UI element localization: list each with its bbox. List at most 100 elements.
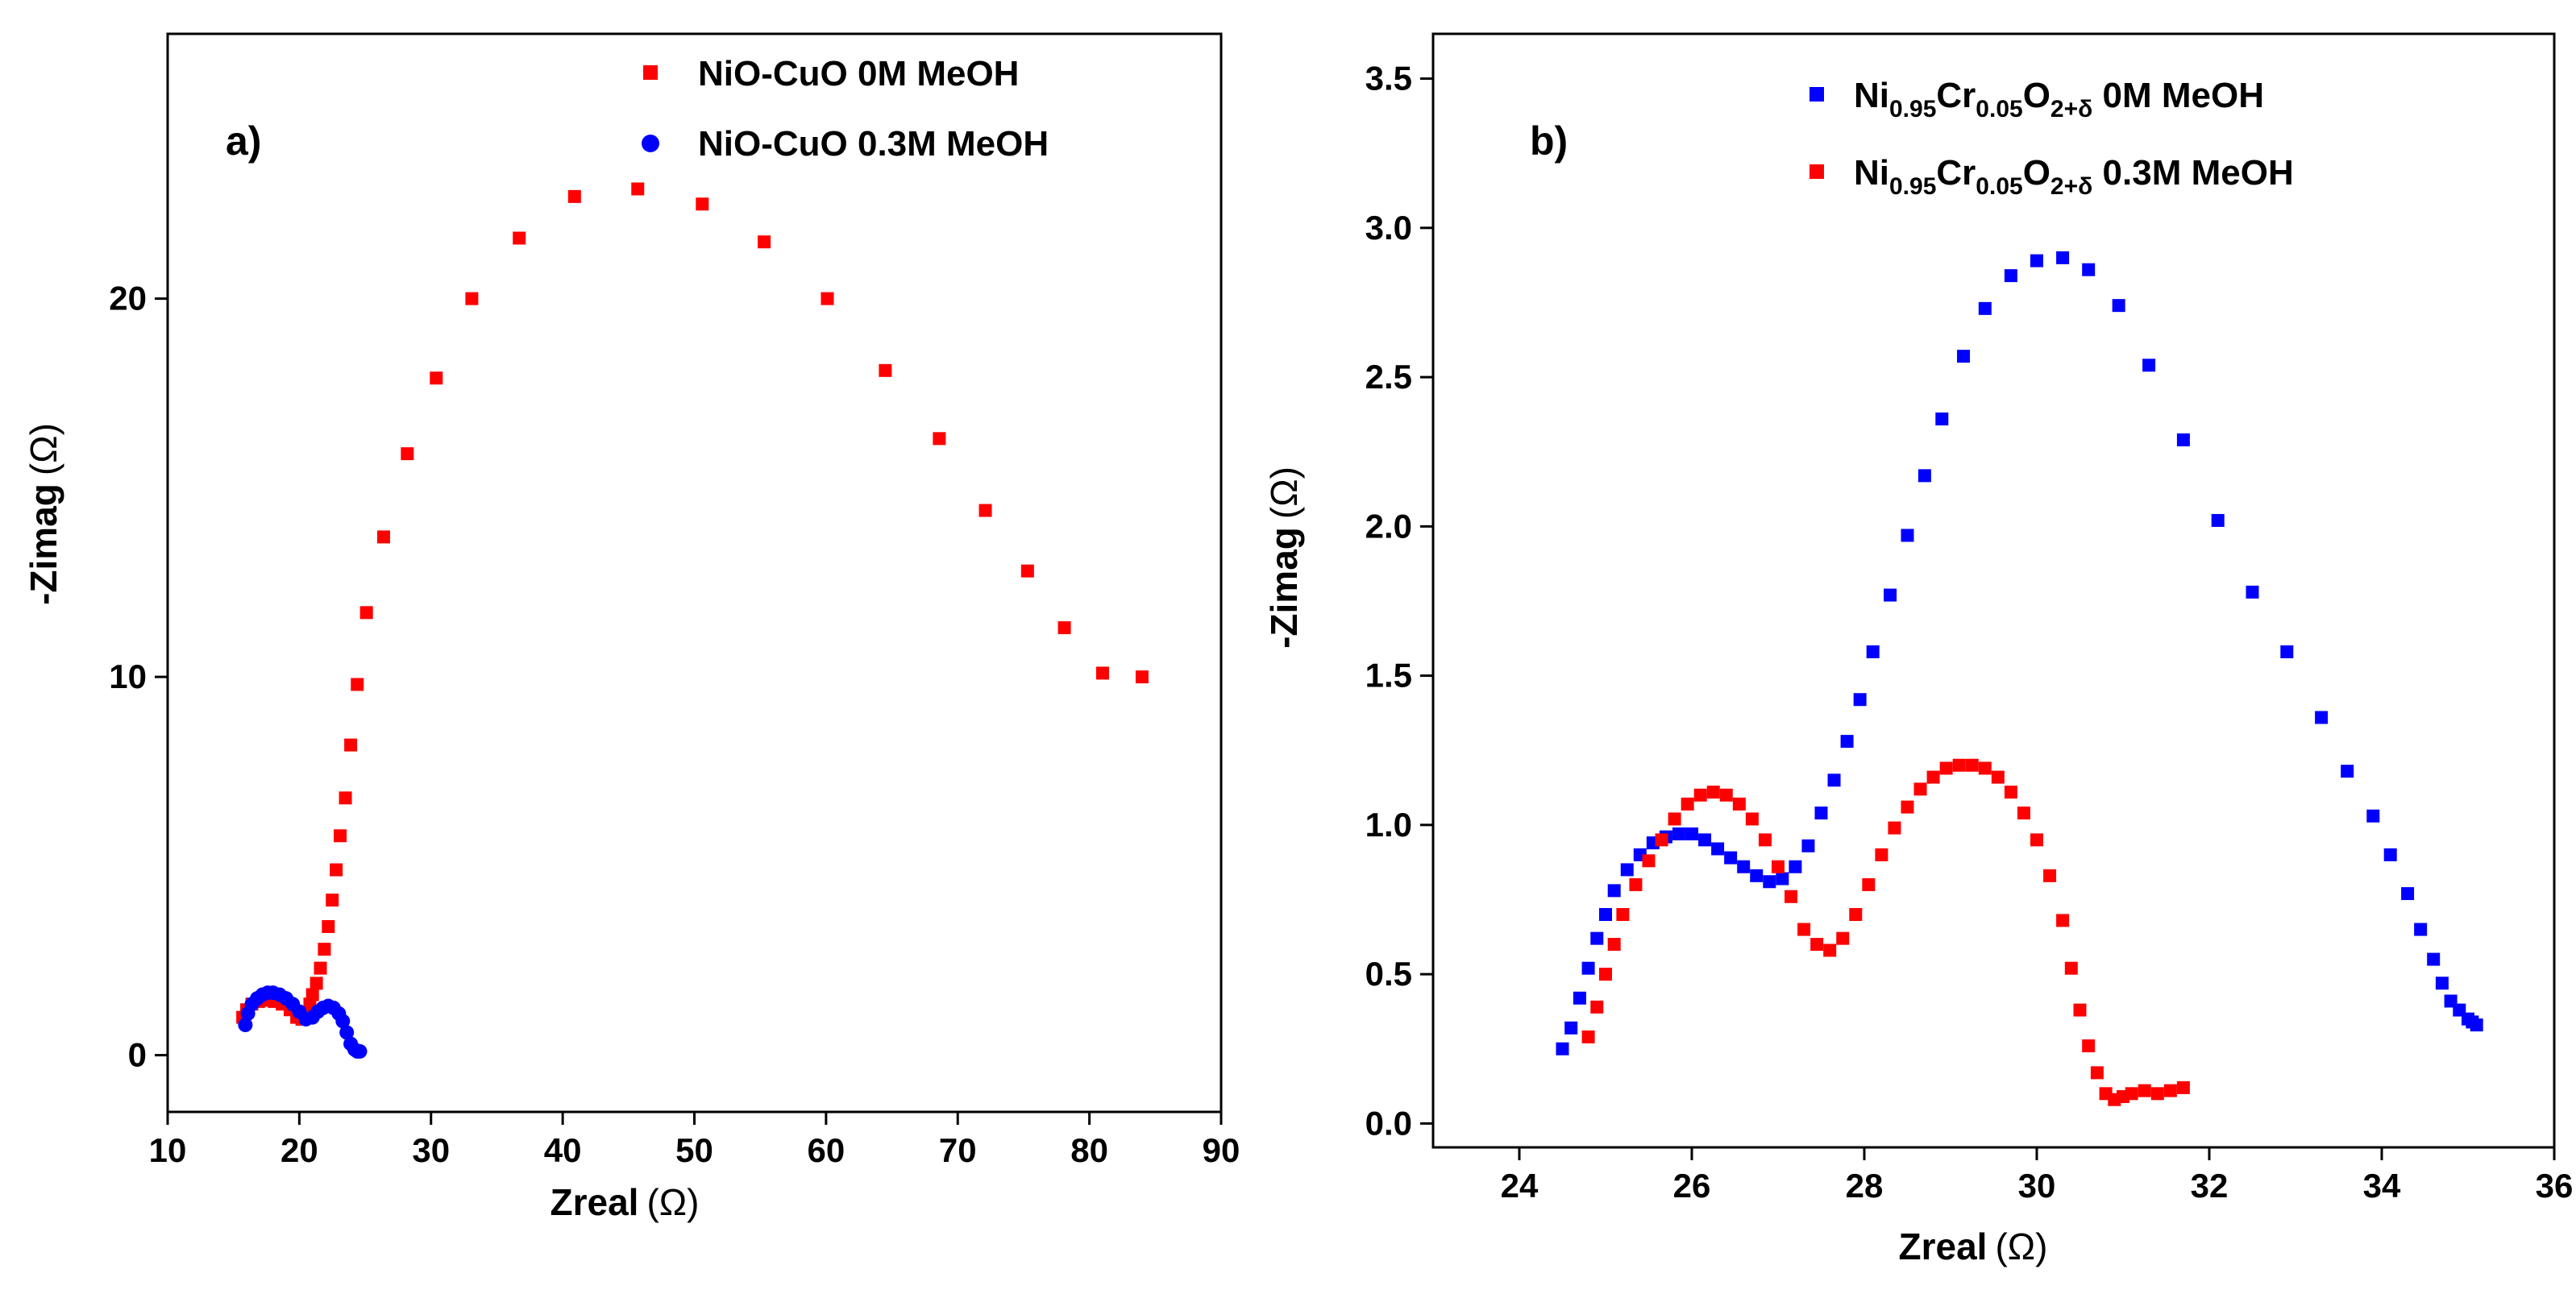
panel-b-x-tick-label: 24 [1501,1167,1539,1205]
panel-b-marks [1556,251,2483,1106]
panel-b-series-1-point [1939,761,1953,775]
panel-a-series-0-point [696,197,709,211]
panel-b-series-1-point [2138,1084,2151,1097]
legend-b0-part-2: Cr [1936,76,1976,115]
panel-b-series-1-point [2056,914,2070,927]
panel-a-series-0-point [310,977,323,990]
legend-b0-part-6: 0M MeOH [2092,76,2264,115]
panel-b-x-tick-label: 32 [2191,1167,2229,1205]
panel-b-series-1-point [1616,908,1630,922]
panel-b-series-1-point [1913,782,1927,796]
panel-b-series-0-point [2030,254,2043,268]
legend-b0-part-4: O [2023,76,2050,115]
panel-b-series-0-point [1607,884,1621,898]
panel-b-series-0-point [1564,1021,1578,1035]
panel-b-x-tick-label: 34 [2363,1167,2401,1205]
panel-a-series-0-point [322,919,335,933]
panel-b-series-0-point [1724,851,1738,865]
panel-a-label: a) [226,118,261,164]
panel-b-series-0-point [1599,908,1612,922]
panel-b-series-0-point [2280,645,2294,658]
panel-b-series-1-point [1952,758,1966,772]
panel-b-series-1-point [1719,788,1733,802]
panel-b-xlabel: Zreal [1899,1226,1988,1267]
panel-a-series-0-point [1020,564,1034,578]
panel-b-y-unit: (Ω) [1263,467,1305,519]
panel-b-series-1-point [1681,797,1694,811]
panel-b-series-1-point [1590,1000,1604,1014]
panel-b-series-1-point [1823,944,1837,957]
panel-b-y-tick-label: 0.5 [1365,955,1412,993]
legend-b1-part-6: 0.3M MeOH [2092,153,2293,193]
panel-a-series-0-point [1135,670,1149,684]
panel-a-series-0-point [1057,621,1071,635]
panel-b-series-1-point [1836,931,1850,945]
panel-b-x-unit: (Ω) [1995,1226,2047,1267]
panel-b-frame [1431,32,2556,1149]
panel-b-label: b) [1530,118,1568,164]
legend-b1-part-2: Cr [1936,153,1976,193]
panel-b-series-0-point [1789,860,1802,873]
panel-b-ticks: 24 26 28 30 32 34 36 0.0 0.5 1.0 1.5 2.0 2.5 3.0 3.5 [1365,60,2574,1205]
panel-b-series-0-point [1935,412,1949,425]
panel-b-series-0-point [1620,863,1634,877]
panel-b-series-0-point [1917,469,1931,483]
panel-b-series-1-point [1797,923,1811,936]
panel-a-ylabel: -Zimag [23,483,64,605]
panel-b-series-0-point [2004,269,2017,283]
panel-b-series-0-point [2470,1018,2483,1032]
panel-a-x-tick-label: 70 [939,1131,977,1169]
legend-b1-part-0: Ni [1854,153,1889,193]
panel-a-series-0-point [330,863,343,877]
panel-b-series-1-point [1785,890,1798,903]
panel-b-series-1-point [1642,854,1656,868]
panel-a-x-tick-label: 80 [1070,1131,1108,1169]
panel-a-series-0-point [376,530,390,544]
panel-a-series-0-point [1095,666,1109,680]
legend-b0-part-5: 2+δ [2050,96,2092,122]
panel-a-x-tick-label: 60 [808,1131,846,1169]
panel-b-series-1-point [2125,1087,2138,1101]
panel-b-series-1-point [2090,1066,2104,1080]
panel-a-x-tick-label: 30 [412,1131,450,1169]
panel-a-series-0-point [567,189,581,203]
panel-a-x-tick-label: 10 [149,1131,187,1169]
legend-b1-part-3: 0.05 [1976,173,2022,200]
panel-a-xlabel: Zreal [551,1181,639,1223]
panel-b-x-tick-label: 30 [2018,1167,2056,1205]
panel-b-series-1-point [2176,1080,2190,1094]
panel-b-series-0-point [2341,765,2354,778]
panel-b-series-1-point [2082,1039,2096,1053]
panel-b-series-1-point [1668,812,1681,826]
panel-b-series-0-point [2414,923,2428,936]
panel-b-series-0-point [2176,433,2190,446]
panel-a-series-0-point [821,292,834,305]
panel-b-series-1-point [1629,877,1643,891]
panel-b-legend-marker-1 [1809,164,1824,179]
panel-b-series-0-point [1590,931,1604,945]
panel-a-x-tick-label: 90 [1203,1131,1240,1169]
panel-a-y-axis-title: -Zimag (Ω) [23,423,64,605]
panel-b-series-1-point [1965,758,1979,772]
panel-a-x-tick-label: 20 [280,1131,318,1169]
panel-b-series-0-point [1581,961,1595,975]
panel-b-series-0-point [1801,839,1815,852]
panel-b-series-0-point [2315,711,2329,724]
panel-b-y-tick-label: 0.0 [1365,1104,1412,1142]
panel-b-series-1-point [2017,807,2030,820]
panel-a-legend-marker-1 [642,135,659,152]
panel-b-series-0-point [1685,827,1698,840]
panel-b-series-1-point [2163,1084,2177,1097]
panel-a-series-0-point [933,432,946,446]
panel-a-series-0-point [978,504,992,517]
panel-b-series-0-point [1737,860,1751,873]
panel-b-x-tick-label: 26 [1673,1167,1711,1205]
panel-b-series-1-point [1655,833,1668,847]
panel-a-x-unit: (Ω) [646,1181,699,1223]
panel-b-series-1-point [1745,812,1759,826]
panel-b-series-0-point [1840,735,1854,749]
panel-b-series-1-point [1862,877,1876,891]
legend-b1-part-1: 0.95 [1889,173,1936,200]
legend-b1-part-4: O [2023,153,2050,193]
